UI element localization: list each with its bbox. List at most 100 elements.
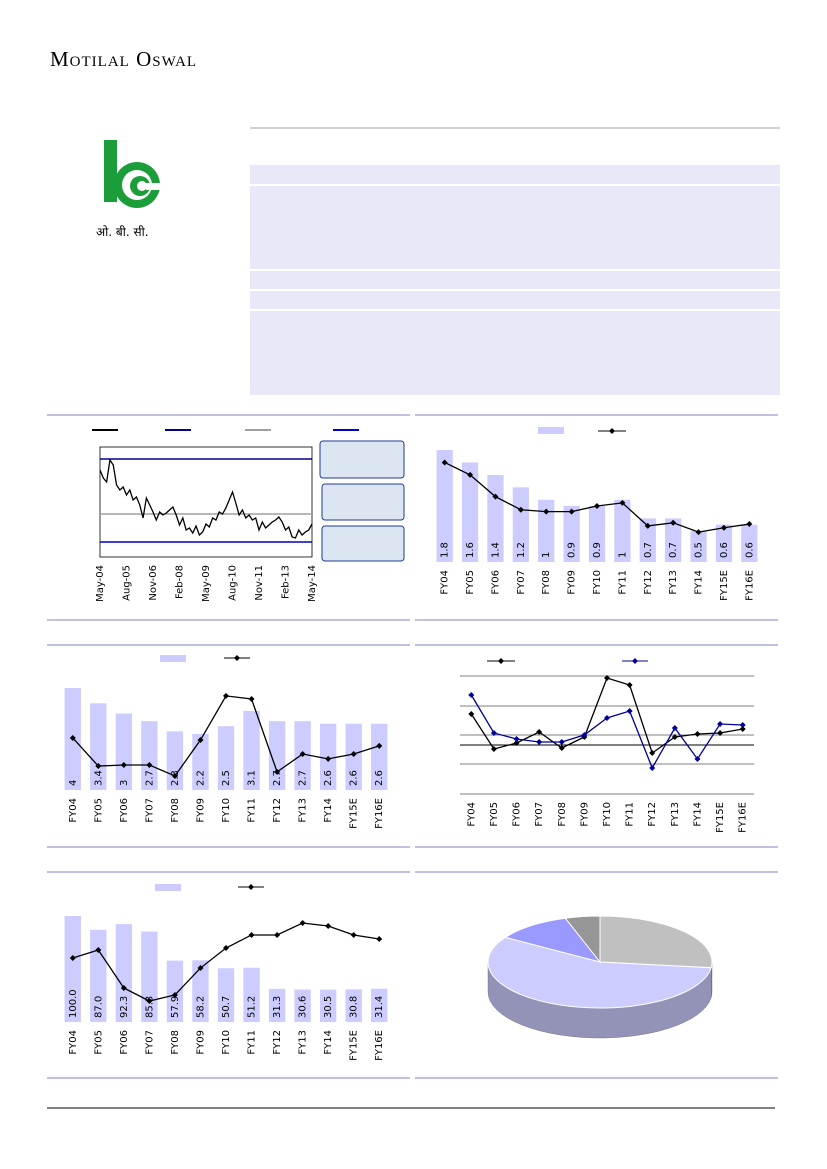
line-marker: [468, 711, 475, 717]
x-tick-label: FY10: [221, 798, 232, 823]
line-marker: [649, 750, 656, 756]
line-marker: [299, 919, 306, 926]
x-tick-label: FY08: [170, 1030, 181, 1055]
line-marker: [626, 708, 633, 714]
x-tick-label: FY10: [221, 1030, 232, 1055]
x-tick-label: FY10: [592, 570, 603, 595]
data-label: 1: [541, 552, 552, 558]
x-tick-label: FY07: [516, 570, 527, 595]
logo-text: ओ. बी. सी.: [96, 225, 149, 239]
x-tick-label: FY07: [534, 802, 545, 827]
data-label: 1.2: [516, 542, 527, 558]
x-tick-label: FY13: [668, 570, 679, 595]
brand: Motilal Oswal: [50, 47, 197, 71]
pie-slice: [564, 915, 601, 964]
x-tick-label: FY15E: [715, 802, 726, 833]
bar: [192, 960, 209, 1022]
line-marker: [376, 742, 383, 749]
line-marker: [325, 755, 332, 762]
bar: [563, 506, 580, 562]
bar: [268, 721, 286, 790]
line-marker: [223, 945, 229, 952]
data-label: 31.4: [374, 996, 385, 1018]
data-label: 2.3: [170, 770, 181, 786]
data-label: 2.7: [272, 770, 283, 786]
x-tick-label: FY16E: [738, 802, 749, 833]
line-marker: [146, 998, 153, 1005]
line-marker: [536, 729, 543, 735]
x-tick-label: Nov-06: [148, 565, 159, 601]
bar: [217, 726, 235, 790]
x-tick-label: FY12: [272, 798, 283, 823]
line-marker: [695, 529, 702, 536]
bar: [294, 989, 311, 1022]
x-tick-label: Feb-08: [175, 565, 186, 599]
bar: [115, 924, 133, 1022]
data-label: 4: [68, 780, 79, 786]
bar: [192, 733, 209, 790]
bar: [715, 524, 733, 562]
pie-slice: [487, 936, 712, 1009]
x-tick-label: FY05: [489, 802, 500, 827]
x-tick-label: FY04: [68, 798, 79, 823]
line-marker: [95, 763, 102, 770]
bar: [487, 474, 504, 562]
line-marker: [739, 722, 746, 728]
line-marker: [376, 936, 383, 943]
line-marker: [626, 682, 633, 688]
data-label: 1: [617, 552, 628, 558]
line-marker: [694, 756, 701, 762]
data-label: 0.9: [567, 542, 578, 558]
bar: [371, 723, 388, 790]
data-label: 100.0: [68, 989, 79, 1018]
x-tick-label: FY07: [144, 1030, 155, 1055]
x-tick-label: FY11: [247, 798, 258, 823]
bar: [512, 487, 529, 562]
data-label: 87.0: [93, 996, 104, 1018]
bar: [90, 703, 107, 790]
info-panel: [250, 165, 780, 395]
data-label: 30.5: [323, 996, 334, 1018]
x-tick-label: FY11: [247, 1030, 258, 1055]
bar: [436, 450, 453, 562]
line-marker: [197, 737, 204, 744]
line-marker: [671, 734, 678, 740]
bar: [461, 462, 479, 562]
line-marker: [619, 499, 626, 506]
x-tick-label: FY06: [119, 798, 130, 823]
line-marker: [671, 725, 678, 731]
line-marker: [490, 746, 497, 752]
data-label: 3.1: [247, 770, 258, 786]
x-tick-label: FY10: [602, 802, 613, 827]
bar: [64, 916, 81, 1022]
x-tick-label: FY14: [692, 802, 703, 827]
data-label: 0.7: [643, 542, 654, 558]
x-tick-label: FY09: [195, 798, 206, 823]
line-marker: [171, 991, 178, 998]
data-label: 2.2: [195, 770, 206, 786]
x-tick-label: FY08: [170, 798, 181, 823]
line-marker: [350, 751, 357, 758]
data-label: 2.5: [221, 770, 232, 786]
line-marker: [223, 692, 229, 699]
x-tick-label: May-14: [307, 565, 318, 602]
line-marker: [517, 506, 524, 513]
x-tick-label: FY04: [440, 570, 451, 595]
line-marker: [120, 984, 127, 991]
x-tick-label: FY04: [68, 1030, 79, 1055]
data-label: 51.2: [247, 996, 258, 1018]
x-tick-label: FY13: [298, 1030, 309, 1055]
line-marker: [604, 675, 610, 681]
line-marker: [670, 519, 677, 526]
x-tick-label: Aug-05: [122, 565, 133, 601]
line-marker: [274, 931, 281, 938]
x-tick-label: Nov-11: [254, 565, 265, 601]
bar: [141, 721, 158, 790]
line-marker: [558, 739, 565, 745]
x-tick-label: FY13: [298, 798, 309, 823]
bar: [614, 499, 631, 562]
data-label: 50.7: [221, 996, 232, 1018]
data-label: 58.2: [195, 996, 206, 1018]
bar: [319, 989, 337, 1022]
panel-dividers: [250, 184, 780, 311]
